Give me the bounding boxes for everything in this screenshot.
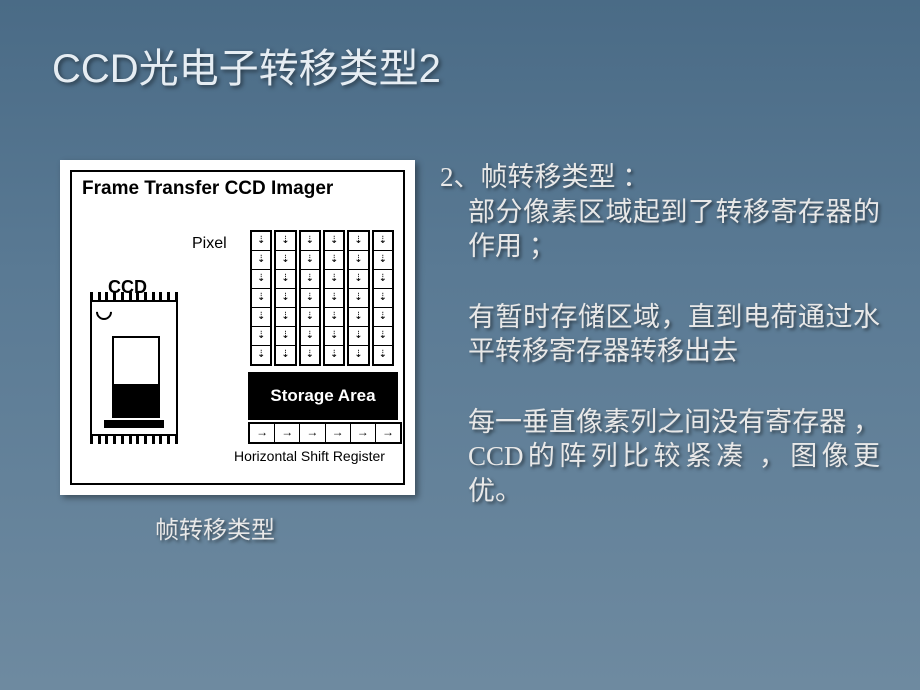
ccd-die-icon [112, 336, 160, 418]
pixel-cell: ⇣ [374, 232, 392, 251]
pixel-column: ⇣⇣⇣⇣⇣⇣⇣ [323, 230, 345, 366]
ccd-pins-bottom [90, 436, 178, 444]
pixel-column: ⇣⇣⇣⇣⇣⇣⇣ [274, 230, 296, 366]
pixel-cell: ⇣ [374, 270, 392, 289]
shift-cell: → [300, 424, 325, 442]
pixel-column: ⇣⇣⇣⇣⇣⇣⇣ [372, 230, 394, 366]
pixel-label: Pixel [192, 235, 227, 253]
ccd-readout-bar [104, 420, 164, 428]
storage-area-label: Storage Area [248, 372, 398, 420]
pixel-cell: ⇣ [276, 327, 294, 346]
ccd-notch-icon [93, 301, 116, 324]
pixel-cell: ⇣ [325, 308, 343, 327]
shift-cell: → [376, 424, 400, 442]
pixel-cell: ⇣ [252, 232, 270, 251]
figure-frame: Frame Transfer CCD Imager CCD [70, 170, 405, 485]
slide-title: CCD光电子转移类型2 [52, 36, 441, 94]
body-heading: 2、帧转移类型 ： [440, 162, 649, 192]
figure-caption: 帧转移类型 [155, 510, 275, 545]
pixel-cell: ⇣ [276, 289, 294, 308]
pixel-cell: ⇣ [349, 346, 367, 364]
pixel-cell: ⇣ [301, 251, 319, 270]
pixel-cell: ⇣ [276, 346, 294, 364]
pixel-cell: ⇣ [349, 308, 367, 327]
pixel-cell: ⇣ [276, 232, 294, 251]
pixel-cell: ⇣ [374, 346, 392, 364]
pixel-cell: ⇣ [374, 308, 392, 327]
figure-heading: Frame Transfer CCD Imager [72, 178, 413, 200]
body-p3: 每一垂直像素列之间没有寄存器 ，CCD的阵列比较紧凑 ，图像更优。 [440, 405, 880, 509]
pixel-cell: ⇣ [325, 251, 343, 270]
body-p2: 有暂时存储区域，直到电荷通过水平转移寄存器转移出去 [440, 300, 880, 369]
pixel-cell: ⇣ [349, 327, 367, 346]
pixel-cell: ⇣ [252, 289, 270, 308]
pixel-cell: ⇣ [374, 251, 392, 270]
pixel-cell: ⇣ [252, 270, 270, 289]
shift-cell: → [351, 424, 376, 442]
body-text: 2、帧转移类型 ： 部分像素区域起到了转移寄存器的作用 ； 有暂时存储区域，直到… [440, 160, 880, 544]
pixel-cell: ⇣ [349, 232, 367, 251]
horizontal-shift-register-icon: →→→→→→ [248, 422, 402, 444]
ccd-figure: Frame Transfer CCD Imager CCD [60, 160, 415, 495]
pixel-cell: ⇣ [301, 327, 319, 346]
pixel-cell: ⇣ [252, 327, 270, 346]
pixel-cell: ⇣ [301, 232, 319, 251]
pixel-column: ⇣⇣⇣⇣⇣⇣⇣ [347, 230, 369, 366]
pixel-cell: ⇣ [325, 232, 343, 251]
pixel-cell: ⇣ [374, 327, 392, 346]
body-p1: 部分像素区域起到了转移寄存器的作用 ； [440, 195, 880, 264]
slide: CCD光电子转移类型2 Frame Transfer CCD Imager CC… [0, 0, 920, 690]
body-heading-line: 2、帧转移类型 ： 部分像素区域起到了转移寄存器的作用 ； [440, 160, 880, 264]
pixel-cell: ⇣ [276, 270, 294, 289]
pixel-cell: ⇣ [301, 346, 319, 364]
shift-cell: → [326, 424, 351, 442]
pixel-cell: ⇣ [301, 308, 319, 327]
pixel-cell: ⇣ [349, 251, 367, 270]
pixel-array: ⇣⇣⇣⇣⇣⇣⇣⇣⇣⇣⇣⇣⇣⇣⇣⇣⇣⇣⇣⇣⇣⇣⇣⇣⇣⇣⇣⇣⇣⇣⇣⇣⇣⇣⇣⇣⇣⇣⇣⇣… [250, 230, 394, 366]
ccd-pins-top [90, 292, 178, 300]
pixel-cell: ⇣ [252, 308, 270, 327]
shift-cell: → [250, 424, 275, 442]
pixel-cell: ⇣ [325, 346, 343, 364]
pixel-cell: ⇣ [325, 289, 343, 308]
pixel-cell: ⇣ [252, 251, 270, 270]
pixel-cell: ⇣ [374, 289, 392, 308]
hsr-label: Horizontal Shift Register [234, 448, 385, 464]
pixel-cell: ⇣ [325, 327, 343, 346]
pixel-cell: ⇣ [349, 270, 367, 289]
pixel-cell: ⇣ [276, 251, 294, 270]
shift-cell: → [275, 424, 300, 442]
pixel-cell: ⇣ [301, 289, 319, 308]
ccd-chip-icon [90, 300, 178, 436]
pixel-cell: ⇣ [276, 308, 294, 327]
pixel-cell: ⇣ [252, 346, 270, 364]
pixel-cell: ⇣ [349, 289, 367, 308]
pixel-column: ⇣⇣⇣⇣⇣⇣⇣ [299, 230, 321, 366]
pixel-cell: ⇣ [325, 270, 343, 289]
pixel-column: ⇣⇣⇣⇣⇣⇣⇣ [250, 230, 272, 366]
pixel-cell: ⇣ [301, 270, 319, 289]
ccd-die-storage [114, 384, 158, 416]
